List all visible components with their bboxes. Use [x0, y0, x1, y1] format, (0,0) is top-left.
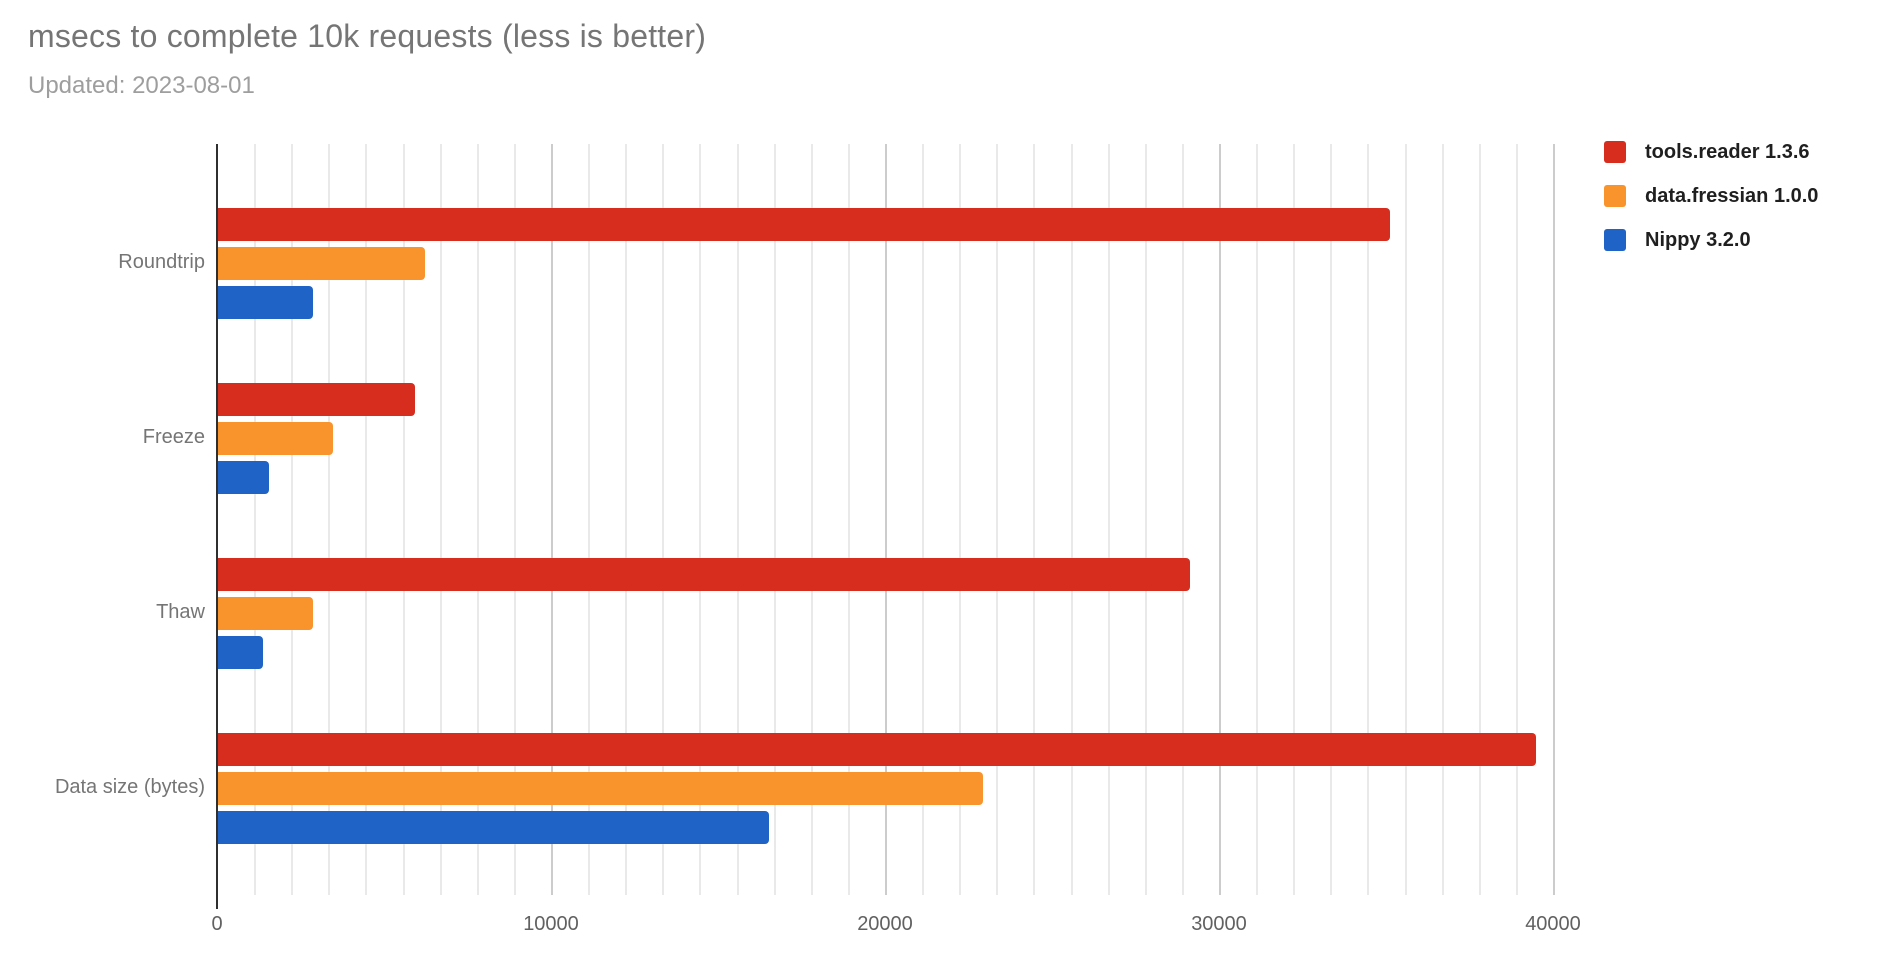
major-gridline [551, 144, 553, 895]
bar-series-2-category-2 [218, 636, 263, 669]
category-label: Freeze [142, 426, 205, 448]
minor-gridline [1144, 144, 1147, 895]
minor-gridline [996, 144, 999, 895]
minor-gridline [773, 144, 776, 895]
category-label: Thaw [156, 601, 205, 623]
category-label: Roundtrip [118, 251, 205, 273]
minor-gridline [1033, 144, 1036, 895]
minor-gridline [662, 144, 665, 895]
minor-gridline [365, 144, 368, 895]
minor-gridline [402, 144, 405, 895]
plot-area [217, 144, 1565, 895]
bar-series-2-category-1 [218, 461, 269, 494]
minor-gridline [699, 144, 702, 895]
legend-swatch-icon [1604, 141, 1626, 163]
minor-gridline [1330, 144, 1333, 895]
minor-gridline [588, 144, 591, 895]
major-gridline [1219, 144, 1221, 895]
bar-series-1-category-1 [218, 422, 333, 455]
minor-gridline [736, 144, 739, 895]
minor-gridline [1441, 144, 1444, 895]
minor-gridline [476, 144, 479, 895]
x-tick-label: 30000 [1191, 913, 1247, 935]
category-label: Data size (bytes) [54, 776, 205, 798]
x-tick-label: 10000 [523, 913, 579, 935]
x-tick-label: 20000 [857, 913, 913, 935]
minor-gridline [959, 144, 962, 895]
bar-series-2-category-3 [218, 811, 769, 844]
legend-item: tools.reader 1.3.6 [1604, 140, 1810, 164]
legend-item: Nippy 3.2.0 [1604, 228, 1751, 252]
minor-gridline [1107, 144, 1110, 895]
minor-gridline [810, 144, 813, 895]
legend-label: Nippy 3.2.0 [1645, 228, 1751, 251]
minor-gridline [1515, 144, 1518, 895]
bar-series-1-category-3 [218, 772, 983, 805]
bar-series-0-category-3 [218, 733, 1536, 766]
bar-series-0-category-1 [218, 383, 415, 416]
minor-gridline [291, 144, 294, 895]
bar-series-0-category-0 [218, 208, 1390, 241]
bar-series-0-category-2 [218, 558, 1190, 591]
bar-series-1-category-0 [218, 247, 425, 280]
bar-series-1-category-2 [218, 597, 313, 630]
minor-gridline [1181, 144, 1184, 895]
x-tick-label: 40000 [1525, 913, 1581, 935]
legend-label: data.fressian 1.0.0 [1645, 184, 1819, 207]
minor-gridline [1367, 144, 1370, 895]
chart-subtitle: Updated: 2023-08-01 [28, 72, 255, 99]
minor-gridline [1404, 144, 1407, 895]
legend-item: data.fressian 1.0.0 [1604, 184, 1818, 208]
minor-gridline [1293, 144, 1296, 895]
major-gridline [885, 144, 887, 895]
minor-gridline [328, 144, 331, 895]
minor-gridline [625, 144, 628, 895]
legend-swatch-icon [1604, 185, 1626, 207]
legend-label: tools.reader 1.3.6 [1645, 140, 1810, 163]
minor-gridline [1478, 144, 1481, 895]
major-gridline [1553, 144, 1555, 895]
chart-title: msecs to complete 10k requests (less is … [28, 18, 707, 54]
x-tick-label: 0 [211, 913, 223, 935]
minor-gridline [847, 144, 850, 895]
minor-gridline [1256, 144, 1259, 895]
y-axis-line [216, 144, 218, 909]
minor-gridline [1070, 144, 1073, 895]
legend-swatch-icon [1604, 229, 1626, 251]
minor-gridline [922, 144, 925, 895]
minor-gridline [254, 144, 257, 895]
minor-gridline [439, 144, 442, 895]
minor-gridline [513, 144, 516, 895]
bar-series-2-category-0 [218, 286, 313, 319]
